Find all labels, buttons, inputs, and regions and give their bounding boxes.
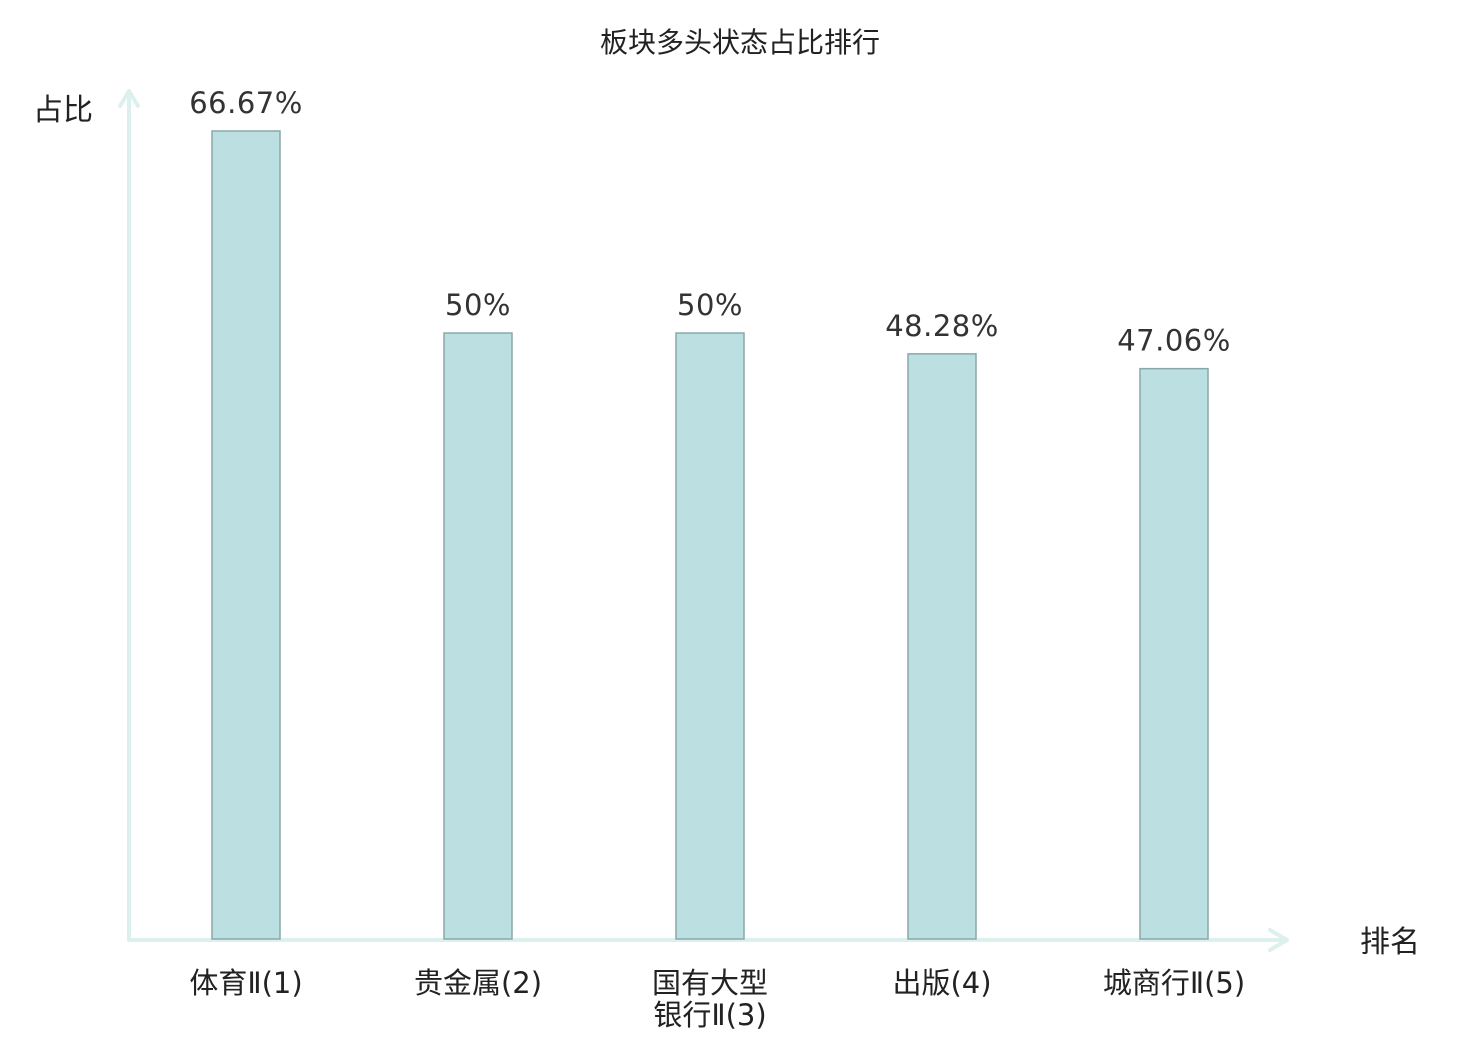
value-label-4: 48.28% <box>885 309 999 343</box>
category-label-3-line-2: 银行Ⅱ(3) <box>653 998 766 1032</box>
bar-3 <box>675 332 745 940</box>
value-label-2: 50% <box>445 288 511 322</box>
chart-title: 板块多头状态占比排行 <box>600 26 880 59</box>
category-label-1: 体育Ⅱ(1) <box>189 966 302 1000</box>
value-label-1: 66.67% <box>189 86 303 120</box>
category-label-2: 贵金属(2) <box>414 966 542 1000</box>
value-labels-group: 66.67% 50% 50% 48.28% 47.06% <box>189 86 1231 358</box>
bar-5 <box>1139 367 1209 940</box>
x-axis-label: 排名 <box>1360 925 1420 960</box>
y-axis-label: 占比 <box>33 93 93 128</box>
bars-group <box>211 130 1209 940</box>
bar-1 <box>211 130 281 940</box>
value-label-5: 47.06% <box>1117 324 1231 358</box>
axes <box>118 89 1289 952</box>
category-label-4: 出版(4) <box>892 966 991 1000</box>
y-axis-arrow-icon <box>118 89 140 108</box>
category-label-3-line-1: 国有大型 <box>652 966 768 1000</box>
bar-2 <box>443 332 513 940</box>
bar-4 <box>907 353 977 940</box>
value-label-3: 50% <box>677 288 743 322</box>
x-axis-arrow-icon <box>1268 928 1289 952</box>
category-label-5: 城商行Ⅱ(5) <box>1103 966 1245 1000</box>
